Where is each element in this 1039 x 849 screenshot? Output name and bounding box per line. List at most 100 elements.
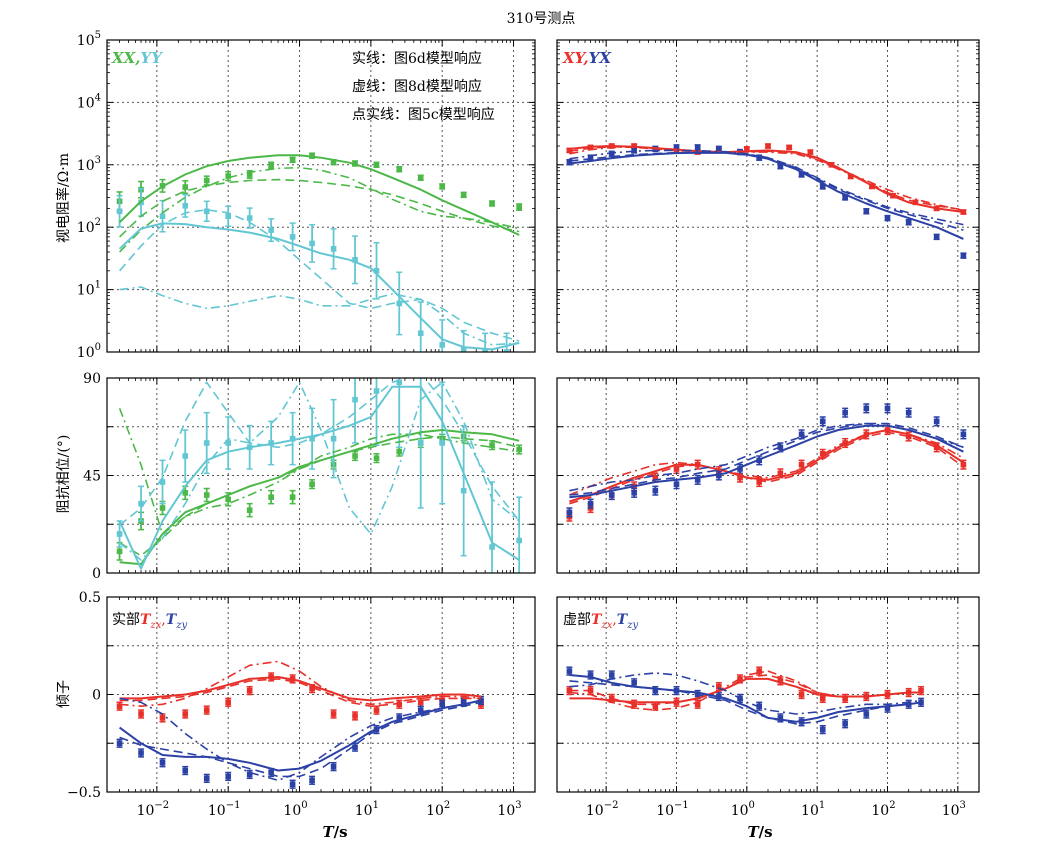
data-point (777, 163, 784, 169)
data-point (863, 405, 870, 412)
line-legend-solid: 实线：图6d模型响应 (352, 50, 482, 67)
data-point (203, 177, 210, 184)
data-point (631, 490, 637, 496)
data-point (309, 685, 315, 692)
panel-tipper-imag: 10−2 10−1 100 101 102 103 (556, 596, 980, 819)
legend-tzy-sub: zy (626, 620, 638, 631)
data-point (918, 687, 924, 694)
data-point (352, 713, 358, 719)
data-point (330, 711, 337, 717)
legend-xy-yx: XY,YX (562, 49, 612, 67)
series-line-dashdot (569, 422, 964, 492)
legend-comma: , (161, 612, 165, 628)
y-tick-label: 105 (77, 30, 101, 49)
data-point (631, 680, 637, 686)
data-point (863, 208, 870, 215)
legend-tzy-T: T (166, 612, 178, 628)
data-point (396, 300, 403, 307)
x-tick-label: 10−1 (656, 800, 689, 819)
legend-comma: , (134, 49, 140, 67)
legend-xx-label: XX (111, 49, 137, 67)
data-point (225, 699, 231, 706)
data-point (225, 440, 231, 446)
data-point (673, 481, 680, 487)
data-point (159, 505, 166, 511)
data-point (246, 687, 253, 694)
data-point (884, 705, 891, 711)
legend-xx-yy: XX,YY (111, 49, 163, 67)
series-line-dashed (119, 678, 481, 708)
data-point (933, 234, 940, 240)
data-point (716, 683, 722, 690)
data-point (289, 234, 296, 240)
data-point (203, 707, 210, 713)
data-point (819, 451, 826, 457)
x-tick-label: 103 (942, 800, 966, 819)
data-point (159, 479, 166, 485)
data-point (716, 472, 722, 479)
data-point (798, 719, 805, 725)
data-point (246, 507, 253, 513)
data-point (819, 183, 826, 190)
chart-title: 310号测点 (507, 11, 576, 27)
data-point (182, 767, 189, 774)
y-tick-label: 104 (77, 92, 101, 111)
data-point (673, 466, 680, 472)
data-point (138, 500, 144, 507)
data-point (460, 699, 467, 706)
x-tick-label: 100 (731, 800, 755, 819)
x-tick-label: 10−2 (137, 800, 170, 819)
data-point (309, 777, 315, 784)
legend-tzy-sub: zy (175, 620, 187, 631)
data-point (159, 715, 166, 721)
panel-tipper-real: −0.5 0 0.5 10−2 10−1 100 101 102 103 (67, 590, 536, 819)
series-group (116, 660, 485, 789)
data-point (819, 726, 826, 733)
panel-frame (106, 39, 536, 353)
data-point (933, 444, 940, 451)
data-point (246, 215, 253, 221)
legend-tzx-T: T (140, 612, 152, 628)
x-tick-label: 103 (497, 800, 521, 819)
data-point (417, 440, 424, 446)
series-line-dashed (119, 178, 520, 238)
data-point (138, 750, 144, 756)
data-point (744, 146, 750, 152)
series-line-dashed (569, 431, 964, 505)
data-point (182, 711, 189, 717)
data-point (182, 490, 189, 496)
legend-tzx-T: T (591, 612, 603, 628)
data-point (352, 453, 358, 459)
data-point (330, 246, 337, 252)
data-point (439, 342, 445, 348)
data-point (652, 474, 659, 481)
data-point (182, 203, 189, 209)
data-point (373, 455, 380, 461)
y-tick-label: 45 (83, 469, 101, 485)
series-line-solid (118, 222, 520, 351)
data-point (289, 157, 296, 163)
data-point (116, 740, 123, 747)
series-line-dashdot (119, 166, 520, 253)
data-point (330, 435, 337, 442)
series-line-dashed (569, 151, 964, 231)
panel-rho-xy-yx (556, 39, 980, 353)
data-point (798, 691, 805, 698)
data-point (289, 781, 296, 787)
xlabel-left: T/s (322, 823, 347, 841)
series-line-solid (569, 429, 964, 503)
panel-frame (106, 377, 536, 574)
data-point (417, 699, 424, 706)
data-point (694, 701, 701, 708)
ylabel-rho: 视电阻率/Ω·m (55, 153, 72, 243)
line-legend-dashed: 虚线：图8d模型响应 (352, 78, 482, 95)
series-line-dashdot (569, 429, 964, 496)
data-point (819, 418, 826, 425)
data-point (182, 453, 189, 459)
data-point (396, 715, 403, 721)
data-point (587, 500, 594, 507)
data-point (884, 405, 891, 412)
legend-tipper-imag: 虚部Tzx,Tzy (563, 612, 638, 631)
plot-area (107, 378, 535, 573)
